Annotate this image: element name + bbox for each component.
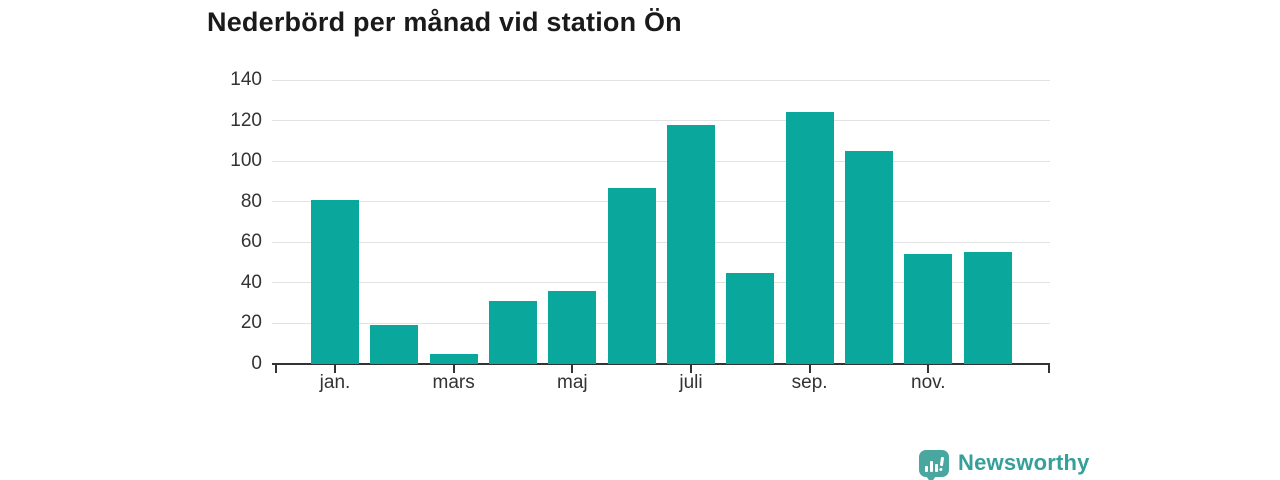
x-axis-line xyxy=(272,363,1050,365)
x-tick-nov. xyxy=(927,365,930,373)
gridline-140 xyxy=(272,79,1050,81)
y-tick-label-60: 60 xyxy=(240,231,262,253)
y-tick-label-20: 20 xyxy=(240,312,262,334)
x-tick-label-nov.: nov. xyxy=(911,372,946,393)
bar-month-5 xyxy=(548,290,597,364)
logo-exclamation-stroke xyxy=(939,456,945,466)
bar-month-11 xyxy=(904,254,953,364)
bar-month-6 xyxy=(607,187,656,364)
y-tick-label-100: 100 xyxy=(230,150,262,172)
x-tick-label-mars: mars xyxy=(432,372,475,393)
chart-title: Nederbörd per månad vid station Ön xyxy=(207,7,682,37)
axis-end-tick-right xyxy=(1048,365,1050,373)
plot-area: jan. mars maj juli sep. nov. xyxy=(272,79,1050,393)
logo-exclamation-dot xyxy=(939,467,943,471)
logo-exclamation xyxy=(939,456,945,471)
y-tick-label-120: 120 xyxy=(230,109,262,131)
newsworthy-logo-icon xyxy=(919,449,949,480)
bar-month-7 xyxy=(666,124,715,364)
x-tick-label-sep.: sep. xyxy=(791,372,828,393)
bar-month-8 xyxy=(726,272,775,364)
axis-end-tick-left xyxy=(275,365,277,373)
x-tick-juli xyxy=(689,365,692,373)
y-tick-label-40: 40 xyxy=(240,271,262,293)
logo-bar-small xyxy=(925,465,928,472)
bar-month-4 xyxy=(488,301,537,364)
bar-month-9 xyxy=(785,112,834,364)
newsworthy-logo-text: Newsworthy xyxy=(958,450,1090,475)
y-tick-label-0: 0 xyxy=(251,353,262,374)
logo-bar-medium xyxy=(935,463,938,472)
y-tick-label-140: 140 xyxy=(230,69,262,90)
logo-barchart-glyph xyxy=(924,455,945,472)
logo-bar-tall xyxy=(930,460,933,472)
gridline-60 xyxy=(272,241,1050,243)
bar-month-10 xyxy=(844,151,893,364)
gridline-20 xyxy=(272,322,1050,324)
x-tick-mars xyxy=(452,365,455,373)
gridline-120 xyxy=(272,120,1050,122)
x-tick-label-jan.: jan. xyxy=(319,372,351,393)
x-tick-sep. xyxy=(808,365,811,373)
gridline-100 xyxy=(272,160,1050,162)
bar-month-3 xyxy=(429,353,478,364)
newsworthy-logo: Newsworthy xyxy=(919,446,1090,480)
gridline-80 xyxy=(272,201,1050,203)
x-tick-jan. xyxy=(334,365,336,373)
bar-month-12 xyxy=(963,252,1012,364)
x-tick-label-maj: maj xyxy=(557,372,588,393)
bar-month-2 xyxy=(370,325,419,364)
x-tick-label-juli: juli xyxy=(679,372,703,393)
x-tick-maj xyxy=(571,365,574,373)
y-tick-label-80: 80 xyxy=(240,190,262,212)
gridline-40 xyxy=(272,282,1050,284)
bar-month-1 xyxy=(311,199,359,364)
logo-bubble-tail xyxy=(926,475,936,480)
